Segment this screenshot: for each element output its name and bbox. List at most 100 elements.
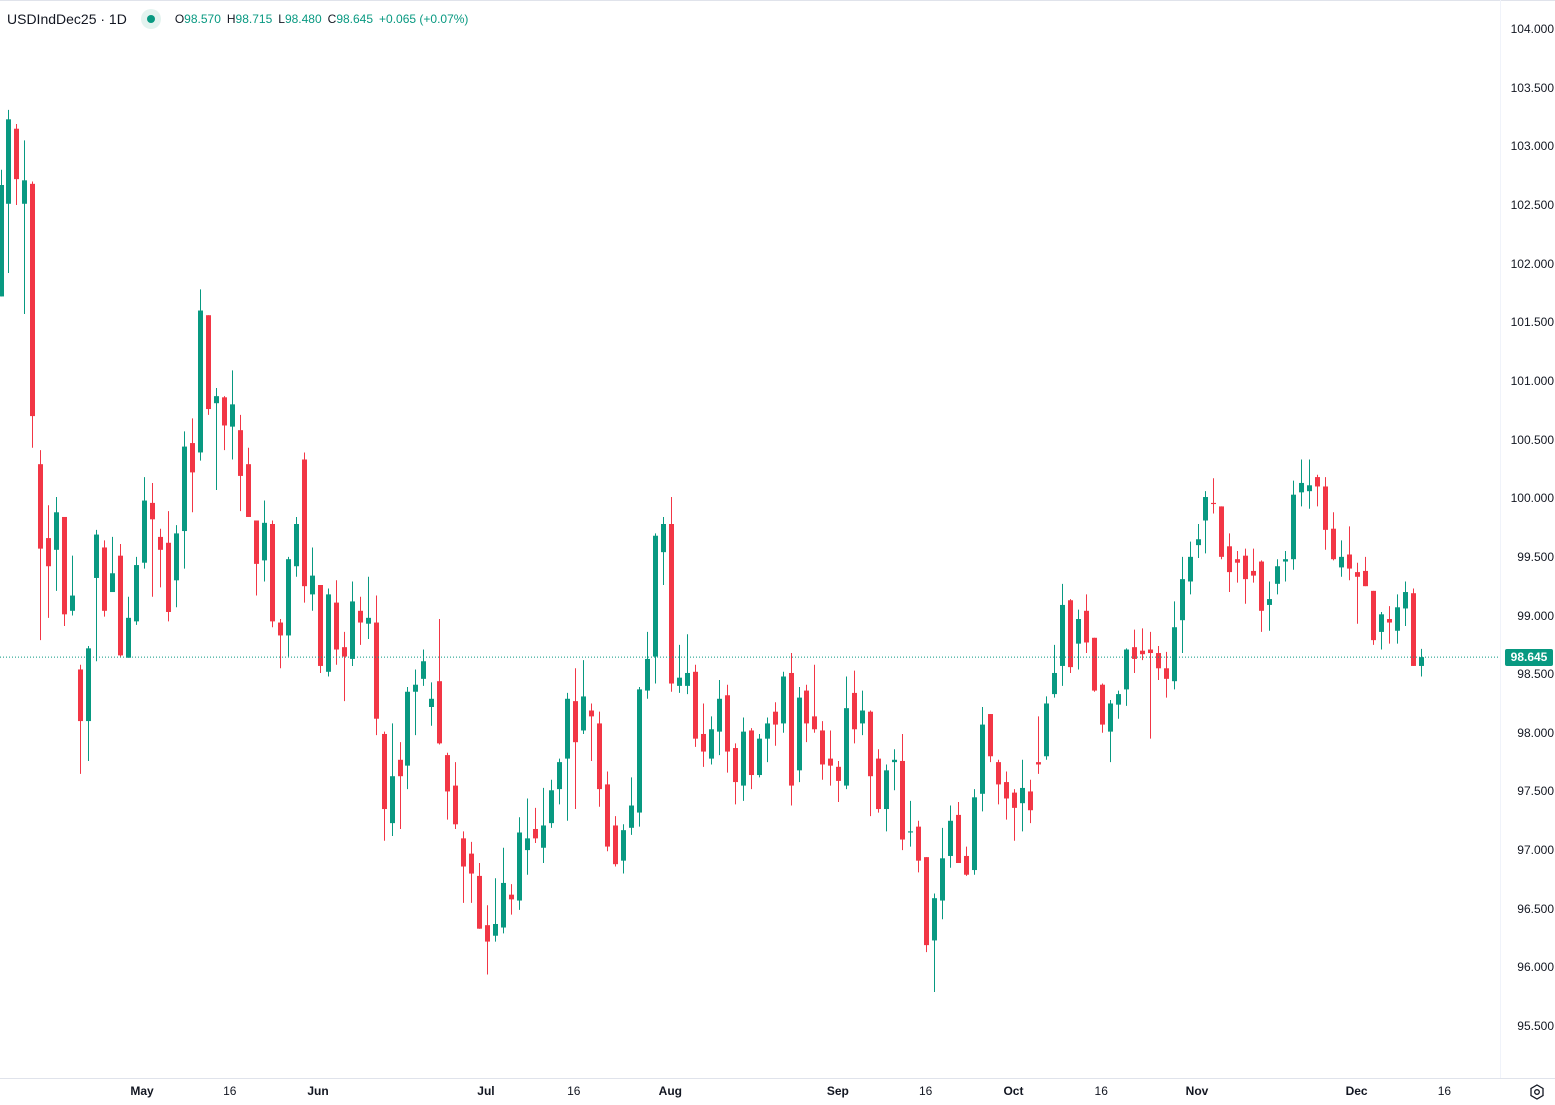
candle-body — [589, 710, 594, 717]
candle-body — [182, 446, 187, 532]
candle-body — [812, 716, 817, 730]
candle — [1419, 648, 1424, 677]
candle-body — [924, 857, 929, 946]
price-tick-label: 102.500 — [1510, 197, 1554, 212]
candle — [198, 289, 203, 461]
candle — [733, 743, 738, 805]
candle — [1164, 651, 1169, 698]
candle — [286, 556, 291, 657]
candle — [214, 387, 219, 490]
candle — [972, 789, 977, 875]
price-tick-label: 96.500 — [1517, 901, 1554, 916]
candle-body — [1243, 555, 1248, 580]
candle — [421, 649, 426, 686]
candle — [757, 733, 762, 778]
time-tick-label: 16 — [1094, 1084, 1108, 1098]
candle-body — [1092, 637, 1097, 691]
candle-body — [1116, 694, 1121, 705]
price-tick-label: 95.500 — [1517, 1019, 1554, 1034]
candle — [278, 619, 283, 669]
candle — [1235, 550, 1240, 583]
candle-body — [302, 459, 307, 587]
candle-body — [22, 180, 27, 204]
candle-body — [1020, 787, 1025, 804]
low-label: L — [278, 12, 285, 26]
candle — [1148, 631, 1153, 739]
candle-body — [118, 555, 123, 656]
candle-body — [1108, 703, 1113, 732]
candle-body — [517, 832, 522, 901]
candle-body — [1140, 650, 1145, 655]
candle-body — [310, 575, 315, 595]
candle-body — [1363, 570, 1368, 587]
candle-body — [789, 672, 794, 786]
candle-body — [892, 759, 897, 763]
candle-body — [940, 858, 945, 901]
candle — [1052, 644, 1057, 698]
candle — [1156, 645, 1161, 681]
candle — [1251, 548, 1256, 583]
price-tick-label: 103.000 — [1510, 139, 1554, 154]
candle-body — [1203, 497, 1208, 521]
open-label: O — [174, 12, 185, 26]
candle-body — [1355, 572, 1360, 577]
candle — [453, 762, 458, 829]
time-tick-label: 16 — [918, 1084, 933, 1098]
gear-icon[interactable] — [1528, 1083, 1546, 1101]
time-tick-label: Oct — [1003, 1084, 1024, 1098]
candle-body — [1347, 554, 1352, 569]
ohlc-values: O98.570 H98.715 L98.480 C98.645 +0.065 (… — [175, 12, 469, 26]
change-value: +0.065 (+0.07%) — [379, 12, 469, 26]
candle-body — [741, 731, 746, 786]
candle-body — [445, 755, 450, 792]
candle-body — [30, 183, 35, 417]
candle-body — [190, 443, 195, 473]
price-tick-label: 101.000 — [1510, 373, 1554, 388]
candle — [1259, 560, 1264, 632]
candle — [86, 645, 91, 761]
candle — [717, 680, 722, 756]
candle-body — [222, 397, 227, 426]
candle-body — [1299, 482, 1304, 493]
symbol-title[interactable]: USDIndDec25 · 1D — [7, 11, 127, 27]
candle-body — [94, 534, 99, 578]
candle-body — [485, 925, 490, 942]
candle — [1211, 478, 1216, 514]
candle — [565, 692, 570, 821]
candle — [1116, 690, 1121, 719]
candle — [541, 787, 546, 864]
candle — [342, 631, 347, 702]
candle-body — [334, 602, 339, 650]
candle — [461, 831, 466, 903]
candle-body — [972, 797, 977, 871]
candle — [860, 690, 865, 736]
candle — [900, 733, 905, 851]
candle-body — [773, 711, 778, 725]
market-status-icon[interactable] — [140, 9, 161, 29]
candle-body — [1028, 791, 1033, 811]
candle-body — [398, 759, 403, 777]
candle-body — [1387, 619, 1392, 623]
candle — [749, 728, 754, 790]
candle-body — [541, 825, 546, 848]
time-tick-label: Nov — [1185, 1084, 1209, 1098]
candle — [932, 893, 937, 993]
candle — [836, 760, 841, 803]
price-tick-label: 101.500 — [1510, 315, 1554, 330]
candle-body — [254, 520, 259, 564]
candle-body — [1004, 782, 1009, 799]
candle-body — [1267, 599, 1272, 605]
candle-body — [86, 648, 91, 722]
candle-body — [1403, 592, 1408, 609]
candle — [302, 452, 307, 603]
candle-body — [1052, 672, 1057, 695]
candle — [1275, 559, 1280, 595]
candle-body — [637, 689, 642, 813]
candle — [334, 580, 339, 665]
legend-header: USDIndDec25 · 1D O98.570 H98.715 L98.480… — [7, 9, 468, 29]
candle-body — [294, 524, 299, 567]
candle — [988, 714, 993, 763]
candle-body — [557, 762, 562, 790]
candle-body — [38, 464, 43, 549]
